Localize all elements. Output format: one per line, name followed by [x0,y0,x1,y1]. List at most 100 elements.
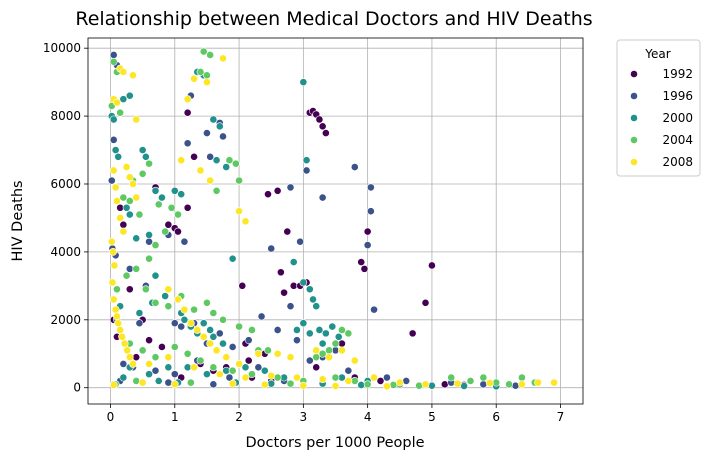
x-tick-label: 2 [235,410,243,424]
y-axis-ticks: 0 2000 4000 6000 8000 10000 [43,41,88,395]
data-point [219,339,227,348]
data-point [338,339,346,348]
data-point [331,346,340,355]
data-point [161,227,170,236]
data-point [116,326,125,334]
data-point [550,378,558,387]
data-point [421,298,430,307]
data-point [203,298,211,307]
data-point [203,78,211,87]
data-point [129,71,137,80]
data-point [492,378,501,387]
data-point [338,373,346,382]
data-point [363,380,372,389]
data-point [321,329,330,338]
data-point [164,363,173,372]
data-point [305,329,314,338]
data-point [315,326,324,334]
legend-marker-2004 [630,136,638,144]
data-point [273,186,282,195]
data-point [119,227,128,236]
data-point [164,302,173,311]
data-point [254,363,263,372]
data-point [209,363,218,372]
data-point [199,332,208,341]
data-point [145,231,153,239]
data-point [113,98,121,107]
data-point [167,203,176,212]
data-point [183,349,192,358]
plot-frame [87,37,584,405]
data-point [402,377,411,385]
data-point [453,379,462,388]
data-point [225,156,234,165]
data-point [196,68,205,76]
data-point [383,382,391,391]
data-point [114,319,123,328]
data-point [357,258,366,266]
data-point [109,166,118,175]
data-point [190,363,198,372]
data-point [125,264,134,273]
data-point [325,346,333,355]
data-point [286,302,295,311]
data-point [273,349,282,358]
data-point [206,339,215,348]
x-tick-label: 6 [492,410,500,424]
data-point [350,356,359,365]
y-axis-label: HIV Deaths [10,180,26,261]
data-point [114,152,123,161]
data-point [158,343,166,351]
data-point [177,156,186,165]
data-point [109,57,118,66]
data-point [389,381,398,389]
data-point [309,295,317,304]
data-point [293,326,301,334]
data-point [312,353,321,362]
data-point [151,366,160,375]
data-point [209,309,218,317]
data-point [164,220,173,229]
data-point [376,377,385,385]
data-point [113,197,121,205]
data-point [132,353,141,362]
data-point [212,346,221,355]
data-point [107,237,116,246]
data-point [415,381,423,390]
data-point [235,207,243,216]
data-point [119,68,128,76]
data-point [151,186,160,195]
x-tick-label: 7 [557,410,565,424]
data-point [145,360,153,368]
data-point [485,379,494,387]
legend-label-2008: 2008 [662,155,693,169]
data-point [109,381,118,389]
data-point [154,200,163,209]
data-point [135,309,144,317]
data-point [428,261,436,270]
data-point [222,163,231,171]
data-point [183,139,192,148]
data-point [321,129,330,137]
data-point [151,241,160,250]
data-point [116,214,125,222]
data-point [183,203,192,212]
data-point [132,264,141,273]
series-2008 [107,54,558,391]
data-point [206,152,215,161]
data-point [177,322,186,331]
series-1996 [107,51,520,390]
data-point [107,176,116,185]
data-point [363,227,372,236]
data-point [109,51,118,59]
data-point [248,370,256,379]
data-point [338,346,346,355]
data-point [113,285,121,294]
data-point [138,169,147,178]
data-point [111,183,120,192]
data-point [225,373,234,382]
data-point [170,319,179,328]
data-point [244,356,253,365]
data-point [138,378,147,387]
